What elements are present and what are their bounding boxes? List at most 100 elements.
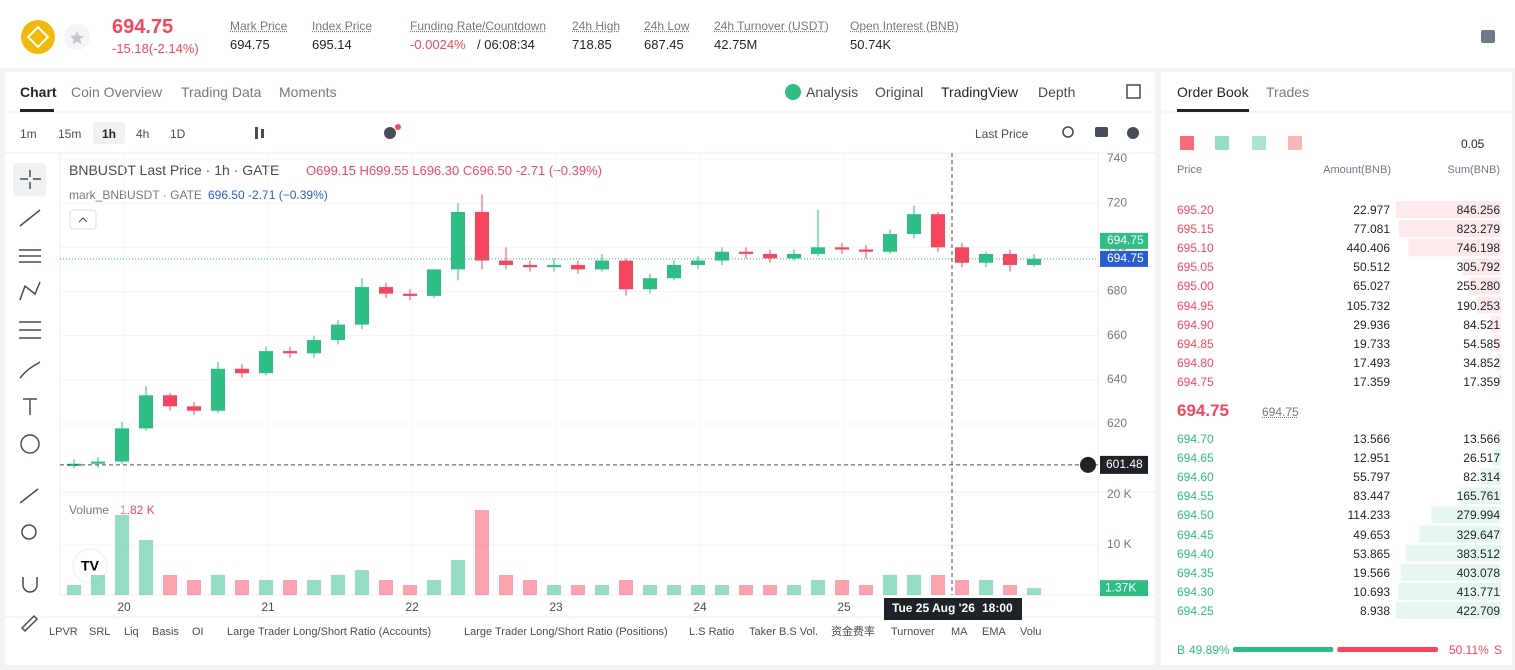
time-date: Tue 25 Aug '26	[892, 601, 975, 615]
drawing-tools[interactable]	[19, 170, 41, 633]
last-price-label: 694.75	[1107, 233, 1144, 247]
tab[interactable]: Coin Overview	[71, 84, 163, 100]
indicator[interactable]: LPVR	[49, 626, 78, 638]
y-tick-label: 720	[1107, 195, 1127, 209]
ob-amount: 105.732	[1346, 298, 1390, 313]
candle-body	[379, 287, 393, 294]
indicator[interactable]: 资金费率	[831, 626, 875, 638]
buy-ratio	[1233, 647, 1334, 652]
candle-body	[355, 287, 369, 325]
tab[interactable]: Chart	[20, 84, 57, 100]
menu-icon[interactable]	[1481, 30, 1495, 43]
chevron	[78, 217, 88, 223]
stat-label: Mark Price	[230, 19, 288, 33]
interval[interactable]: 15m	[58, 127, 82, 141]
candle-body	[787, 253, 801, 259]
ob-price: 695.20	[1177, 203, 1214, 217]
x-tick-label: 23	[549, 600, 563, 614]
ob-amount: 53.865	[1353, 546, 1390, 561]
ob-mark-price: 694.75	[1262, 405, 1299, 419]
candle-body	[163, 395, 177, 407]
ob-price: 694.55	[1177, 489, 1214, 504]
ob-amount: 29.936	[1353, 317, 1390, 332]
volume-bar	[739, 585, 753, 595]
view-tab[interactable]: TradingView	[941, 84, 1019, 100]
indicator[interactable]: Volu	[1020, 626, 1042, 638]
candle-body	[259, 351, 273, 374]
sell-label: S	[1494, 643, 1503, 657]
tick-size[interactable]: 0.05	[1461, 137, 1485, 151]
candle-body	[235, 368, 249, 374]
view-tab[interactable]: Analysis	[806, 84, 859, 100]
ob-tab[interactable]: Trades	[1266, 84, 1310, 100]
indicator[interactable]: OI	[192, 626, 204, 638]
toolbar-icons[interactable]	[255, 84, 1302, 150]
volume-bar	[475, 510, 489, 595]
stat-label: Open Interest (BNB)	[850, 19, 959, 33]
buy-label: B	[1177, 643, 1186, 657]
indicator[interactable]: EMA	[982, 626, 1006, 638]
candle-body	[331, 324, 345, 341]
ob-sum: 279.994	[1456, 508, 1500, 523]
last-price-box	[1100, 232, 1148, 249]
y-tick-label: 740	[1107, 151, 1127, 165]
interval[interactable]: 4h	[136, 127, 150, 141]
interval[interactable]: 1h	[102, 127, 117, 141]
ob-tab[interactable]: Order Book	[1177, 84, 1249, 100]
depth-bar	[1459, 487, 1501, 505]
collapse-legend[interactable]	[69, 209, 97, 230]
legend-main: BNBUSDT Last Price · 1h · GATE	[69, 162, 280, 178]
x-tick-label: 20	[117, 600, 131, 614]
candle-body	[523, 264, 537, 268]
time-box	[884, 598, 1022, 620]
candle-body	[187, 406, 201, 411]
volume-label: 1.37K	[1105, 580, 1136, 594]
volume-bar	[379, 580, 393, 595]
price-source[interactable]: Last Price	[975, 127, 1029, 141]
tab[interactable]: Moments	[279, 84, 337, 100]
volume-bar	[691, 585, 705, 595]
candle-body	[499, 260, 513, 265]
indicator[interactable]: Basis	[152, 626, 179, 638]
indicator[interactable]: Taker B.S Vol.	[749, 626, 819, 638]
interval[interactable]: 1m	[20, 127, 37, 141]
volume-bar	[283, 580, 297, 595]
view-tab[interactable]: Original	[875, 84, 924, 100]
ob-amount: 12.951	[1353, 451, 1390, 466]
volume-bar	[91, 575, 105, 595]
indicator[interactable]: Large Trader Long/Short Ratio (Positions…	[464, 626, 668, 638]
x-tick-label: 24	[693, 600, 707, 614]
ob-amount: 17.493	[1353, 355, 1390, 370]
stat-label: Funding Rate/Countdown	[410, 19, 547, 33]
volume-bar	[955, 580, 969, 595]
stat-extra: / 06:08:34	[477, 37, 535, 52]
ob-price: 694.80	[1177, 355, 1214, 370]
volume-bar	[1027, 588, 1041, 595]
ob-price: 695.10	[1177, 241, 1214, 256]
tv-logo-mark: TV	[81, 558, 100, 574]
indicator[interactable]: Large Trader Long/Short Ratio (Accounts)	[227, 626, 432, 638]
candle-body	[139, 395, 153, 429]
volume-bar	[907, 575, 921, 595]
ob-sum: 34.852	[1463, 355, 1500, 370]
volume-bar	[547, 585, 561, 595]
indicator[interactable]: Liq	[124, 626, 139, 638]
ob-amount: 49.653	[1353, 527, 1390, 542]
indicator[interactable]: Turnover	[891, 626, 935, 638]
ob-sum: 422.709	[1456, 603, 1500, 618]
candle-body	[619, 260, 633, 290]
ob-sum: 255.280	[1456, 279, 1500, 294]
ob-price: 695.00	[1177, 279, 1214, 294]
indicator[interactable]: MA	[951, 626, 968, 638]
depth-bar	[1398, 220, 1501, 238]
tab[interactable]: Trading Data	[181, 84, 262, 100]
indicator[interactable]: SRL	[89, 626, 111, 638]
mark-price-box	[1100, 250, 1148, 267]
view-tab[interactable]: Depth	[1038, 84, 1076, 100]
ob-price: 694.40	[1177, 546, 1214, 561]
interval[interactable]: 1D	[170, 127, 186, 141]
price-change: -15.18(-2.14%)	[112, 41, 199, 56]
ob-sum: 165.761	[1456, 489, 1500, 504]
ob-amount: 77.081	[1353, 222, 1390, 237]
indicator[interactable]: L.S Ratio	[689, 626, 735, 638]
